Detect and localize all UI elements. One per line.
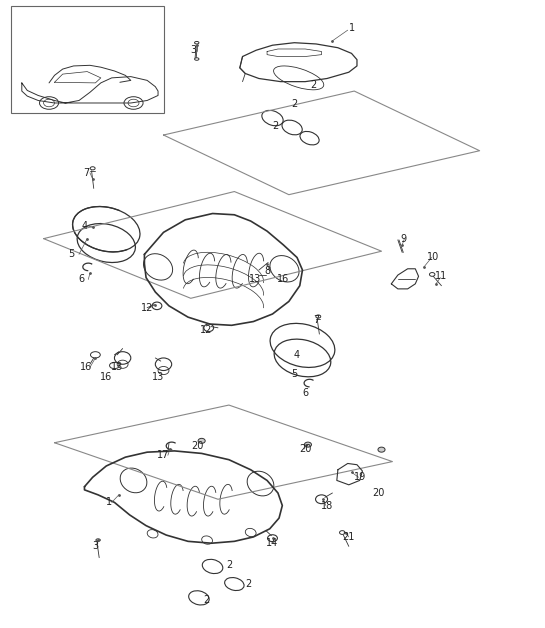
Text: 20: 20 (299, 444, 311, 454)
Text: 1: 1 (348, 23, 355, 33)
Text: 1: 1 (106, 497, 112, 507)
Text: 17: 17 (158, 450, 169, 460)
Ellipse shape (198, 438, 205, 443)
Text: 11: 11 (435, 271, 447, 281)
Text: 2: 2 (203, 595, 209, 605)
Text: 13: 13 (111, 362, 123, 372)
Text: 5: 5 (68, 249, 74, 259)
Text: 10: 10 (427, 252, 439, 263)
Text: 13: 13 (152, 372, 164, 382)
Ellipse shape (304, 442, 312, 447)
Text: 4: 4 (81, 221, 88, 231)
Text: 19: 19 (354, 472, 366, 482)
Text: 18: 18 (321, 501, 333, 511)
Text: 3: 3 (92, 541, 99, 551)
Text: 2: 2 (226, 560, 232, 570)
Text: 9: 9 (400, 234, 407, 244)
Text: 16: 16 (80, 362, 92, 372)
Text: 8: 8 (264, 266, 270, 276)
Text: 2: 2 (291, 99, 298, 109)
Bar (11, 6, 164, 113)
Ellipse shape (378, 447, 385, 452)
Text: 20: 20 (191, 441, 203, 451)
Text: 20: 20 (373, 488, 385, 498)
Text: 7: 7 (83, 168, 89, 178)
Text: 3: 3 (190, 45, 197, 55)
Text: 2: 2 (245, 579, 251, 589)
Text: 16: 16 (277, 274, 289, 284)
Text: 6: 6 (78, 274, 85, 284)
Text: 16: 16 (100, 372, 112, 382)
Text: 2: 2 (310, 80, 317, 90)
Text: 2: 2 (272, 121, 278, 131)
Text: 12: 12 (200, 325, 212, 335)
Text: 4: 4 (294, 350, 300, 360)
Text: 13: 13 (249, 274, 261, 284)
Text: 7: 7 (313, 315, 319, 325)
Text: 12: 12 (141, 303, 153, 313)
Text: 14: 14 (267, 538, 278, 548)
Text: 21: 21 (343, 532, 355, 542)
Text: 6: 6 (302, 387, 308, 398)
Text: 5: 5 (291, 369, 298, 379)
